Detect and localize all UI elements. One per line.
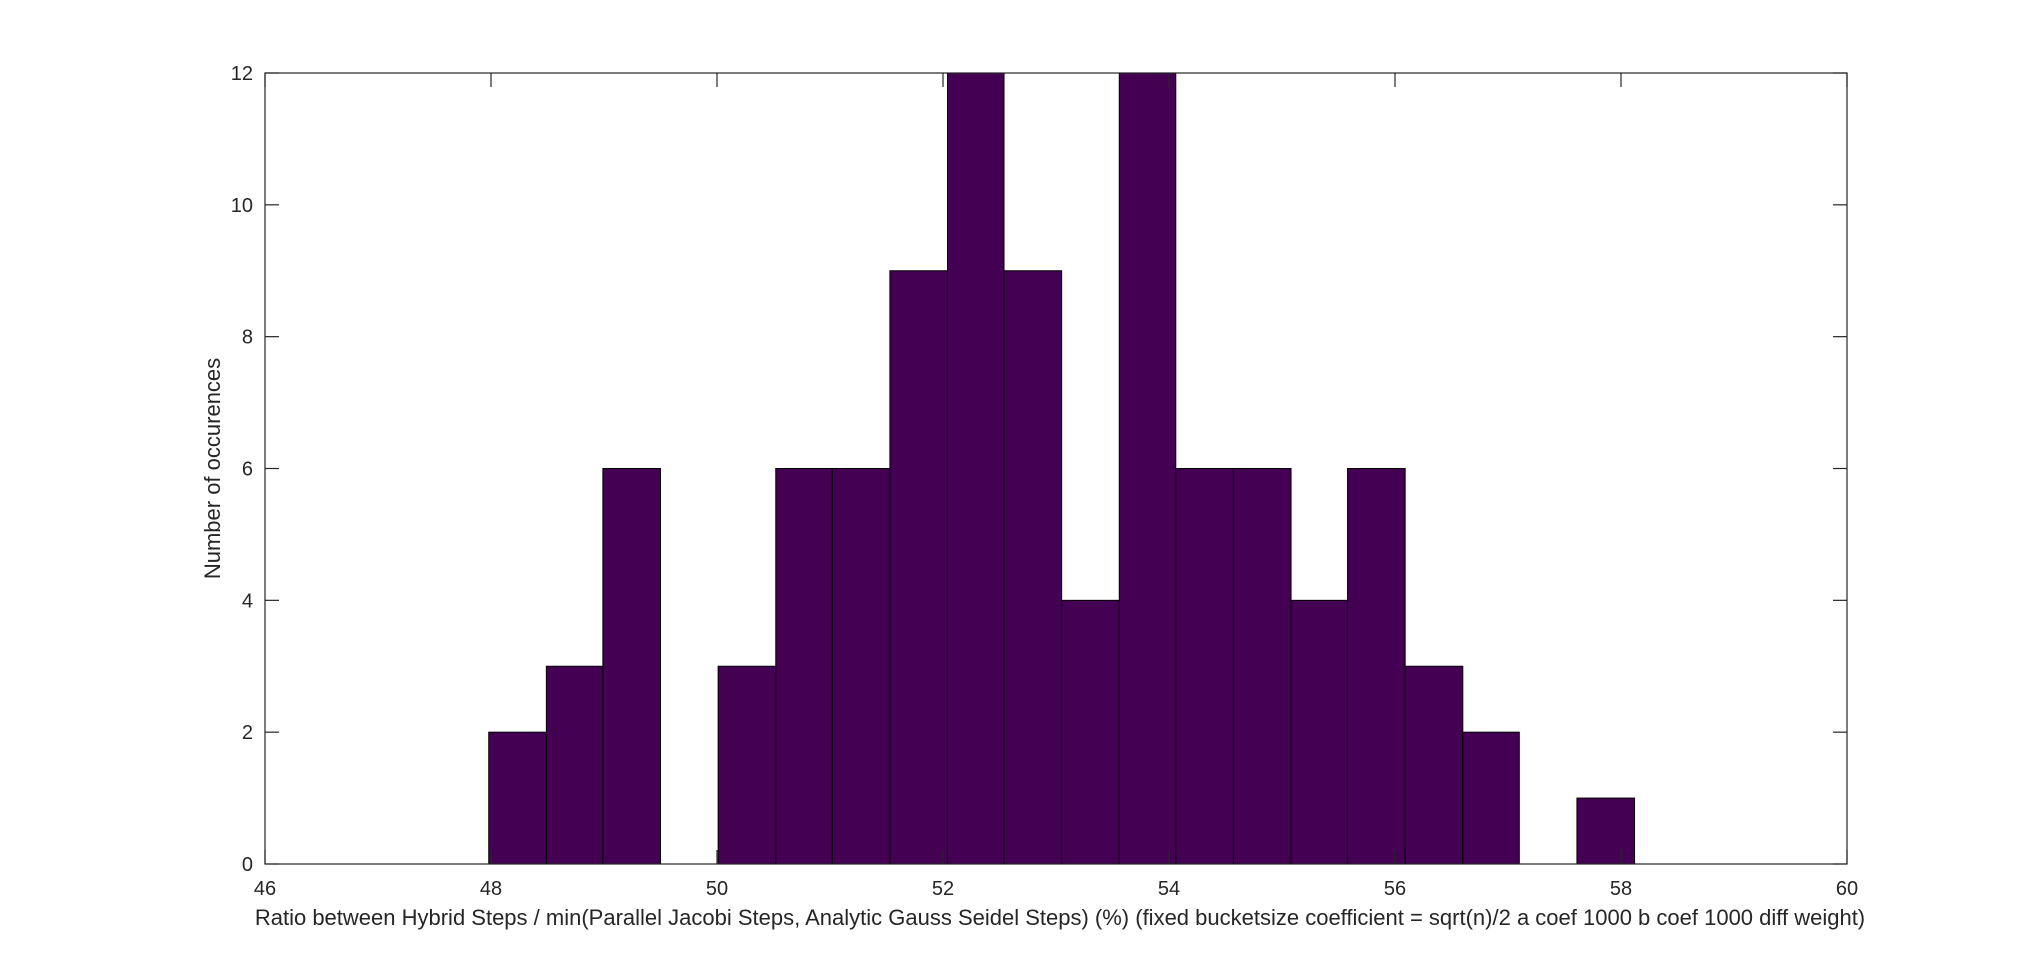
y-tick-label: 8 bbox=[242, 327, 253, 349]
x-tick-label: 56 bbox=[1384, 878, 1406, 900]
x-tick-label: 48 bbox=[480, 878, 502, 900]
y-axis-label: Number of occurences bbox=[200, 358, 225, 579]
histogram-bar bbox=[1290, 599, 1349, 865]
histogram-bar bbox=[1404, 665, 1464, 865]
y-tick-label: 4 bbox=[242, 590, 253, 612]
histogram-bar bbox=[831, 468, 891, 865]
bars-layer bbox=[488, 72, 1636, 865]
histogram-bar bbox=[1347, 468, 1406, 865]
histogram-bar bbox=[1232, 468, 1292, 865]
y-tick-label: 12 bbox=[231, 63, 253, 85]
histogram-bar bbox=[1061, 599, 1120, 865]
y-tick-label: 6 bbox=[242, 459, 253, 481]
histogram-bar bbox=[1175, 468, 1234, 865]
x-axis-label: Ratio between Hybrid Steps / min(Paralle… bbox=[255, 905, 1865, 930]
x-tick-label: 52 bbox=[932, 878, 954, 900]
histogram-bar bbox=[947, 72, 1005, 865]
histogram-bar bbox=[1118, 72, 1177, 865]
y-tick-label: 0 bbox=[242, 854, 253, 876]
y-tick-label: 2 bbox=[242, 722, 253, 744]
x-tick-label: 58 bbox=[1610, 878, 1632, 900]
histogram-bar bbox=[602, 468, 661, 865]
x-tick-label: 54 bbox=[1158, 878, 1180, 900]
histogram-bar bbox=[545, 665, 604, 865]
histogram-bar bbox=[889, 270, 949, 865]
histogram-bar bbox=[1462, 731, 1520, 865]
histogram-bar bbox=[717, 665, 777, 865]
y-tick-label: 10 bbox=[231, 195, 253, 217]
histogram-bar bbox=[1003, 270, 1063, 865]
histogram-bar bbox=[488, 731, 547, 865]
x-tick-label: 46 bbox=[254, 878, 276, 900]
x-tick-label: 50 bbox=[706, 878, 728, 900]
histogram-bar bbox=[1576, 797, 1636, 865]
histogram-bar bbox=[775, 468, 833, 865]
x-tick-label: 60 bbox=[1836, 878, 1858, 900]
